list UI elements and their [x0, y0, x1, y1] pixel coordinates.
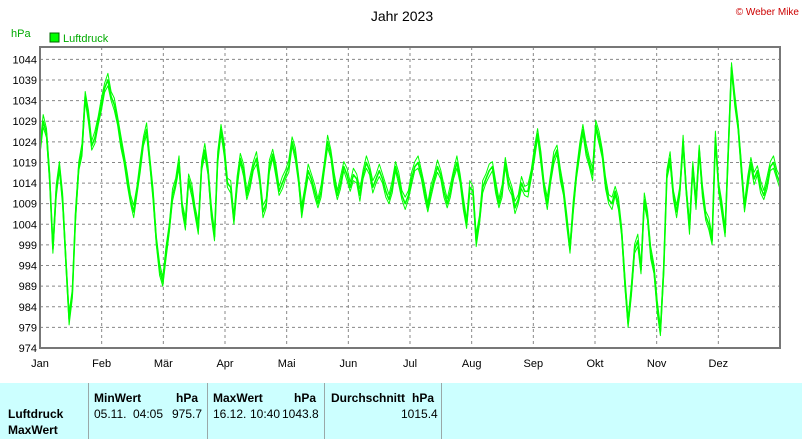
x-tick-label: Feb	[92, 358, 111, 370]
x-tick-label: Okt	[586, 358, 603, 370]
x-tick-label: Jan	[31, 358, 49, 370]
row-label-maxwert: MaxWert	[8, 423, 58, 437]
x-tick-labels: Jan Feb Mär Apr Mai Jun Jul Aug Sep Okt Nov Dez	[31, 358, 728, 370]
y-tick-label: 1019	[13, 157, 37, 169]
x-tick-label: Apr	[216, 358, 233, 370]
y-axis-label: hPa	[11, 28, 31, 40]
legend-swatch	[49, 32, 60, 43]
max-header: MaxWert	[213, 391, 263, 405]
max-unit: hPa	[294, 391, 317, 405]
x-tick-label: Jul	[403, 358, 417, 370]
avg-value: 1015.4	[401, 407, 438, 421]
chart-title: Jahr 2023	[371, 8, 433, 24]
y-tick-label: 1024	[13, 137, 37, 149]
column-separator	[441, 383, 442, 439]
max-time: 10:40	[250, 407, 281, 421]
min-unit: hPa	[176, 391, 199, 405]
x-tick-label: Mär	[154, 358, 173, 370]
y-tick-label: 994	[19, 261, 37, 273]
statistics-panel: Luftdruck MaxWert MinWert hPa 05.11. 04:…	[0, 383, 802, 439]
max-date: 16.12.	[213, 407, 247, 421]
y-tick-label: 1014	[13, 178, 37, 190]
y-tick-label: 974	[19, 343, 37, 355]
y-tick-label: 1034	[13, 96, 37, 108]
y-tick-labels: 974 979 984 989 994 999 1004 1009 1014 1019 1024 10…	[13, 54, 37, 355]
x-tick-label: Jun	[339, 358, 357, 370]
plot-frame	[39, 46, 781, 349]
y-tick-label: 1009	[13, 199, 37, 211]
avg-header: Durchschnitt	[331, 391, 406, 405]
series-line-luftdruck	[39, 66, 781, 333]
column-separator	[207, 383, 208, 439]
min-date: 05.11.	[94, 407, 127, 421]
copyright-text: © Weber Mike	[736, 7, 800, 18]
legend-label: Luftdruck	[63, 33, 109, 45]
pressure-chart: Jahr 2023 hPa © Weber Mike Luftdruck 974…	[11, 7, 800, 370]
y-tick-label: 1039	[13, 75, 37, 87]
grid-lines	[40, 47, 780, 349]
x-tick-label: Dez	[709, 358, 729, 370]
y-tick-label: 1044	[13, 54, 37, 66]
y-tick-label: 984	[19, 302, 37, 314]
y-tick-label: 1029	[13, 116, 37, 128]
column-separator	[324, 383, 325, 439]
x-tick-label: Sep	[524, 358, 544, 370]
column-separator	[88, 383, 89, 439]
y-tick-label: 979	[19, 322, 37, 334]
x-tick-label: Mai	[278, 358, 296, 370]
y-tick-label: 989	[19, 281, 37, 293]
series-lines	[39, 62, 781, 337]
max-value: 1043.8	[282, 407, 319, 421]
row-label-luftdruck: Luftdruck	[8, 407, 64, 421]
y-tick-label: 999	[19, 240, 37, 252]
avg-unit: hPa	[412, 391, 435, 405]
x-tick-label: Aug	[462, 358, 482, 370]
min-value: 975.7	[172, 407, 203, 421]
y-tick-label: 1004	[13, 219, 37, 231]
min-header: MinWert	[94, 391, 142, 405]
x-tick-label: Nov	[647, 358, 667, 370]
min-time: 04:05	[133, 407, 164, 421]
